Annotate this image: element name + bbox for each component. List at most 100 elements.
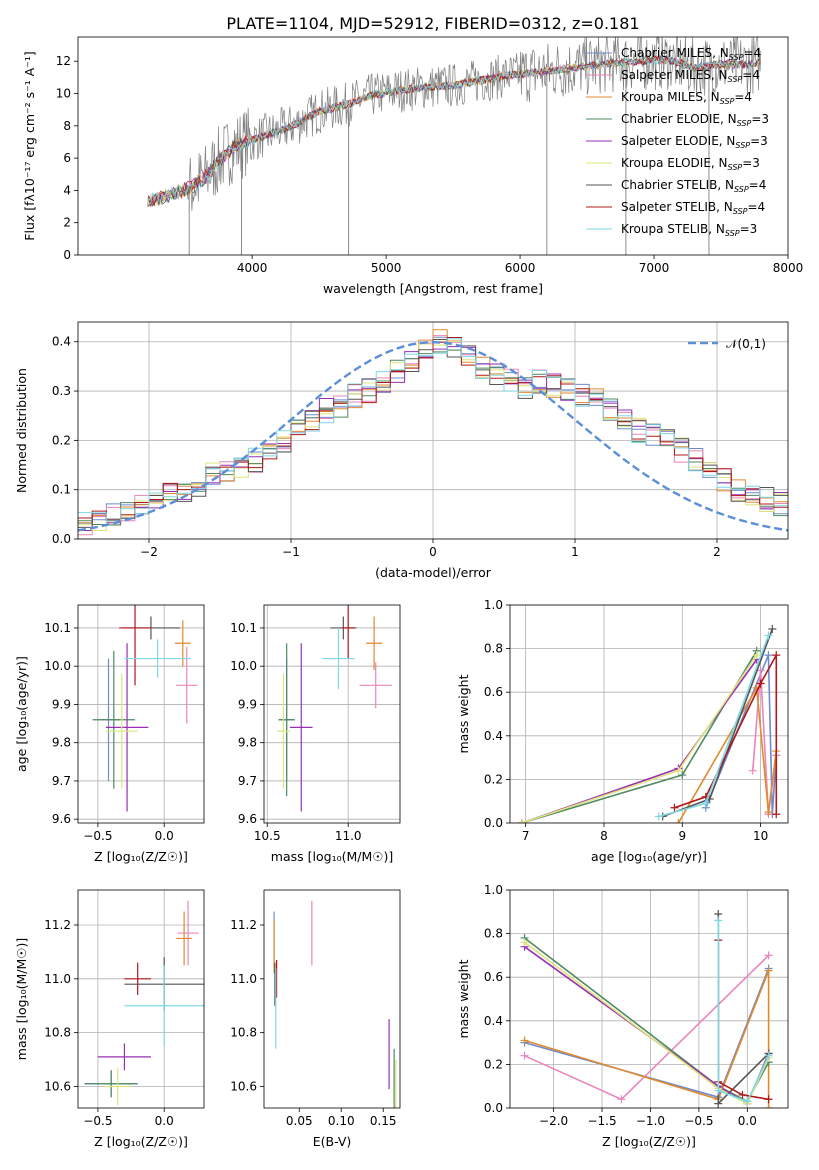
point-marker bbox=[520, 1036, 529, 1045]
legend-label: Salpeter STELIB, NSSP=4 bbox=[621, 200, 765, 216]
y-tick-label: 1.0 bbox=[484, 598, 503, 612]
point-marker bbox=[674, 819, 683, 823]
gaussian-curve bbox=[78, 340, 788, 532]
x-tick-label: 2 bbox=[713, 545, 721, 559]
point-marker bbox=[748, 766, 757, 775]
plot-area bbox=[78, 890, 204, 1108]
x-axis-label: mass [log₁₀(M/M☉)] bbox=[271, 849, 393, 864]
point-marker bbox=[764, 631, 773, 640]
page-title: PLATE=1104, MJD=52912, FIBERID=0312, z=0… bbox=[226, 14, 639, 33]
legend-label: Salpeter ELODIE, NSSP=3 bbox=[621, 134, 768, 150]
axes-frame bbox=[77, 889, 205, 1109]
series-line bbox=[521, 650, 758, 823]
panel-residuals: −2 −1 0 1 2 0.0 0.1 0.2 0.3 0.4 (data-model)/error… bbox=[14, 321, 789, 580]
point-marker bbox=[764, 651, 773, 660]
plot-area bbox=[78, 322, 788, 539]
plot-area bbox=[147, 37, 762, 255]
point-marker bbox=[738, 1090, 747, 1099]
x-axis-label: (data-model)/error bbox=[375, 565, 492, 580]
y-tick-label: 10.0 bbox=[44, 659, 71, 673]
y-tick-label: 9.9 bbox=[52, 697, 71, 711]
legend-label: Salpeter MILES, NSSP=4 bbox=[621, 68, 760, 84]
point-marker bbox=[764, 951, 773, 960]
x-tick-label: 8000 bbox=[773, 261, 804, 275]
y-tick-label: 11.2 bbox=[44, 918, 71, 932]
x-axis-label: Z [log₁₀(Z/Z☉)] bbox=[94, 1134, 188, 1149]
y-tick-label: 0.4 bbox=[484, 729, 503, 743]
plot-area bbox=[78, 605, 204, 823]
y-tick-label: 0.2 bbox=[484, 772, 503, 786]
plot-area bbox=[510, 605, 788, 823]
y-axis-label: Flux [fλ10⁻¹⁷ erg cm⁻² s⁻¹ A⁻¹] bbox=[22, 51, 37, 240]
x-tick-label: 5000 bbox=[371, 261, 402, 275]
y-tick-label: 0.0 bbox=[484, 816, 503, 830]
y-tick-label: 11.0 bbox=[44, 972, 71, 986]
axes-frame bbox=[77, 321, 789, 540]
point-marker bbox=[714, 1086, 723, 1095]
y-tick-label: 0.8 bbox=[484, 642, 503, 656]
x-axis-label: wavelength [Angstrom, rest frame] bbox=[323, 281, 543, 296]
y-tick-label: 0 bbox=[63, 248, 71, 262]
x-tick-label: 0 bbox=[429, 545, 437, 559]
y-tick-label: 9.8 bbox=[52, 736, 71, 750]
point-marker bbox=[772, 810, 781, 819]
series-line bbox=[717, 920, 770, 1103]
y-axis-label: mass weight bbox=[456, 674, 471, 753]
x-tick-label: 7 bbox=[522, 829, 530, 843]
x-tick-label: 4000 bbox=[237, 261, 268, 275]
point-marker bbox=[768, 624, 777, 633]
y-axis-label: mass [log₁₀(M/M☉)] bbox=[14, 938, 29, 1060]
series-line bbox=[677, 685, 778, 823]
legend-label: Kroupa STELIB, NSSP=3 bbox=[621, 222, 757, 238]
panel-spectrum: 4000 5000 6000 7000 8000 0 2 4 6 8 10 12 wavelength … bbox=[22, 36, 804, 296]
y-tick-label: 0.0 bbox=[52, 532, 71, 546]
histogram-step bbox=[78, 338, 788, 522]
y-tick-label: 9.7 bbox=[52, 774, 71, 788]
panel-massweight-vs-Z: −2.0 −1.5 −1.0 −0.5 0.0 0.0 0.2 0.4 0.6 0.8 1.0 Z [… bbox=[456, 883, 789, 1149]
point-marker bbox=[654, 812, 663, 821]
point-marker bbox=[670, 803, 679, 812]
x-axis-label: age [log₁₀(age/yr)] bbox=[591, 849, 707, 864]
y-tick-label: 9.7 bbox=[238, 774, 257, 788]
y-tick-label: 10.8 bbox=[44, 1026, 71, 1040]
point-marker bbox=[674, 766, 683, 775]
y-tick-label: 2 bbox=[63, 216, 71, 230]
x-tick-label: −1.5 bbox=[587, 1114, 616, 1128]
x-tick-label: 0.0 bbox=[155, 1114, 174, 1128]
y-tick-label: 0.6 bbox=[484, 685, 503, 699]
y-tick-label: 0.4 bbox=[52, 335, 71, 349]
point-marker bbox=[764, 1051, 773, 1060]
y-tick-label: 10.8 bbox=[230, 1026, 257, 1040]
point-marker bbox=[517, 819, 526, 823]
legend: Chabrier MILES, NSSP=4 Salpeter MILES, NS… bbox=[586, 46, 769, 238]
spectrum-data-line bbox=[147, 37, 762, 211]
legend-label: Chabrier STELIB, NSSP=4 bbox=[621, 178, 766, 194]
plot-area bbox=[264, 605, 400, 823]
point-marker bbox=[701, 799, 710, 808]
point-marker bbox=[520, 938, 529, 947]
axes-frame bbox=[77, 604, 205, 824]
y-tick-label: 9.8 bbox=[238, 736, 257, 750]
series-line bbox=[521, 659, 758, 823]
y-tick-label: 8 bbox=[63, 119, 71, 133]
model-line bbox=[147, 55, 761, 205]
x-axis-label: Z [log₁₀(Z/Z☉)] bbox=[94, 849, 188, 864]
y-tick-label: 0.8 bbox=[484, 927, 503, 941]
x-tick-label: 6000 bbox=[505, 261, 536, 275]
x-axis-label: E(B-V) bbox=[313, 1134, 352, 1149]
x-tick-label: 1 bbox=[571, 545, 579, 559]
point-marker bbox=[772, 651, 781, 660]
point-marker bbox=[756, 666, 765, 675]
plot-area bbox=[273, 900, 397, 1108]
axes-frame bbox=[77, 36, 789, 256]
y-tick-label: 0.0 bbox=[484, 1101, 503, 1115]
point-marker bbox=[756, 679, 765, 688]
y-tick-label: 12 bbox=[56, 54, 71, 68]
legend-label: 𝒩(0,1) bbox=[726, 337, 766, 351]
point-marker bbox=[714, 1099, 723, 1108]
y-tick-label: 11.2 bbox=[230, 918, 257, 932]
point-marker bbox=[764, 808, 773, 817]
x-tick-label: −1.0 bbox=[636, 1114, 665, 1128]
x-tick-label: 10.5 bbox=[254, 829, 281, 843]
